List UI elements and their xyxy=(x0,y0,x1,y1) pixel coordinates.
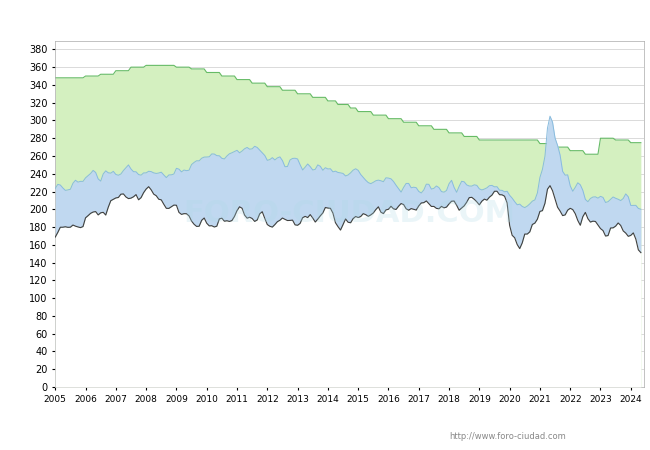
Text: FORO-CIUDAD.COM: FORO-CIUDAD.COM xyxy=(183,199,515,228)
Text: Hinojosa del Valle - Evolucion de la poblacion en edad de Trabajar Mayo de 2024: Hinojosa del Valle - Evolucion de la pob… xyxy=(100,14,550,24)
Text: http://www.foro-ciudad.com: http://www.foro-ciudad.com xyxy=(448,432,566,441)
